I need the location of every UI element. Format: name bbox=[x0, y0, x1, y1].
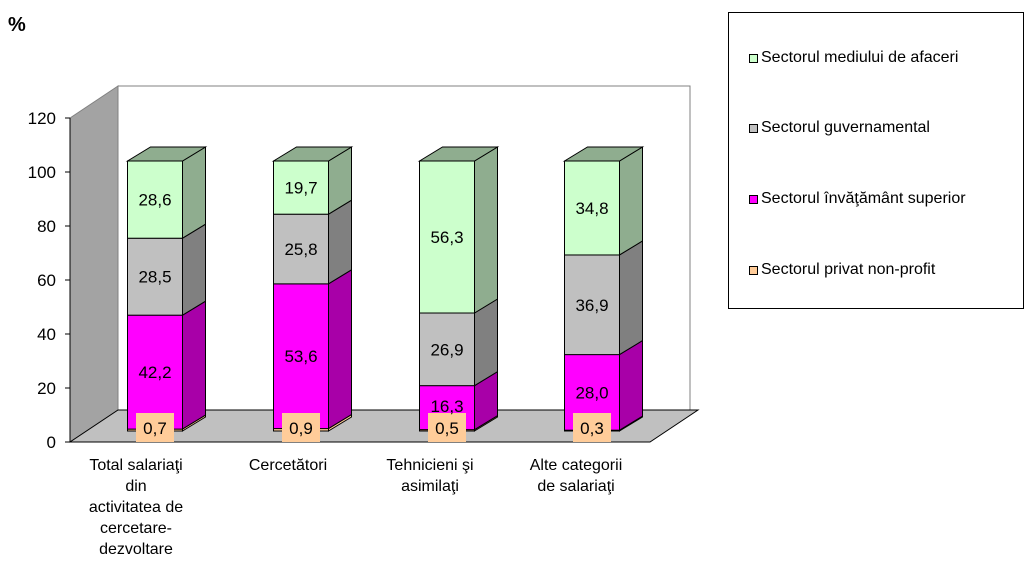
data-label-box bbox=[573, 413, 611, 442]
bar-segment-side bbox=[474, 298, 498, 387]
data-label: 56,3 bbox=[430, 228, 463, 247]
legend-label: Sectorul mediului de afaceri bbox=[761, 49, 959, 66]
bar-segment-front bbox=[419, 160, 475, 314]
category-label: Alte categorii de salariaţi bbox=[496, 455, 656, 497]
data-label: 28,0 bbox=[575, 383, 608, 402]
y-tick-label: 20 bbox=[37, 379, 56, 398]
data-label: 0,5 bbox=[435, 419, 459, 438]
data-label: 0,9 bbox=[289, 419, 313, 438]
data-label: 25,8 bbox=[284, 240, 317, 259]
data-label: 16,3 bbox=[430, 397, 463, 416]
y-tick-label: 60 bbox=[37, 271, 56, 290]
category-label-line: de salariaţi bbox=[537, 478, 615, 495]
bar-top bbox=[271, 146, 354, 162]
data-label: 42,2 bbox=[138, 363, 171, 382]
bar-segment-front bbox=[273, 160, 329, 215]
category-label-line: Total salariaţi bbox=[89, 457, 183, 474]
category-label-line: activitatea de bbox=[88, 499, 184, 516]
data-label: 0,7 bbox=[143, 419, 167, 438]
legend-swatch bbox=[749, 53, 758, 63]
y-tick-label: 120 bbox=[28, 109, 56, 128]
data-label: 34,8 bbox=[575, 199, 608, 218]
legend-item: Sectorul privat non-profit bbox=[749, 261, 935, 279]
data-label: 26,9 bbox=[430, 340, 463, 359]
bar-segment-side bbox=[182, 300, 206, 430]
y-tick-label: 40 bbox=[37, 325, 56, 344]
legend-label: Sectorul învăţământ superior bbox=[761, 190, 966, 207]
legend-swatch bbox=[749, 194, 758, 204]
category-label: Cercetători bbox=[208, 455, 368, 476]
bar-segment-side bbox=[619, 339, 643, 432]
legend-item: Sectorul învăţământ superior bbox=[749, 190, 966, 208]
bar-segment-side bbox=[474, 146, 498, 314]
bar-segment-side bbox=[619, 240, 643, 356]
bar-segment-front bbox=[419, 312, 475, 387]
data-label-box bbox=[282, 413, 320, 442]
bar-top bbox=[125, 146, 208, 162]
chart-legend: Sectorul mediului de afaceri Sectorul guv… bbox=[728, 12, 1024, 309]
category-label-line: dezvoltare bbox=[99, 541, 173, 558]
data-label: 36,9 bbox=[575, 296, 608, 315]
bar-segment-side bbox=[182, 146, 206, 240]
category-label: Tehnicieni şi asimilaţi bbox=[350, 455, 510, 497]
category-label-line: cercetare- bbox=[99, 520, 173, 537]
data-label: 28,6 bbox=[138, 191, 171, 210]
category-label-line: Cercetători bbox=[248, 457, 328, 474]
y-tick-label: 0 bbox=[47, 433, 56, 452]
bar-top bbox=[417, 146, 500, 162]
category-label-line: asimilaţi bbox=[401, 478, 459, 495]
data-label: 19,7 bbox=[284, 179, 317, 198]
data-label-box bbox=[136, 413, 174, 442]
bar-segment-side bbox=[182, 223, 206, 317]
side-wall bbox=[69, 85, 119, 443]
y-tick-label: 80 bbox=[37, 217, 56, 236]
bar-top bbox=[562, 146, 645, 162]
legend-label: Sectorul privat non-profit bbox=[761, 261, 936, 278]
bar-segment-side bbox=[328, 268, 352, 430]
data-label-box bbox=[428, 413, 466, 442]
legend-swatch bbox=[749, 123, 758, 133]
bar-segment-front bbox=[273, 283, 329, 430]
category-label-line: Tehnicieni şi bbox=[386, 457, 474, 474]
y-tick-label: 100 bbox=[28, 163, 56, 182]
legend-item: Sectorul guvernamental bbox=[749, 119, 930, 137]
unit-label: % bbox=[8, 14, 26, 36]
category-label: Total salariaţi din activitatea de cercetar… bbox=[56, 455, 216, 560]
category-label-line: din bbox=[125, 478, 147, 495]
data-label: 0,3 bbox=[580, 419, 604, 438]
legend-swatch bbox=[749, 265, 758, 275]
data-label: 28,5 bbox=[138, 268, 171, 287]
data-label: 53,6 bbox=[284, 347, 317, 366]
legend-label: Sectorul guvernamental bbox=[761, 119, 930, 136]
bar-segment-front bbox=[564, 160, 620, 256]
bar-segment-side bbox=[328, 199, 352, 285]
bar-segment-side bbox=[619, 146, 643, 256]
legend-item: Sectorul mediului de afaceri bbox=[749, 49, 958, 67]
category-label-line: Alte categorii bbox=[529, 457, 623, 474]
